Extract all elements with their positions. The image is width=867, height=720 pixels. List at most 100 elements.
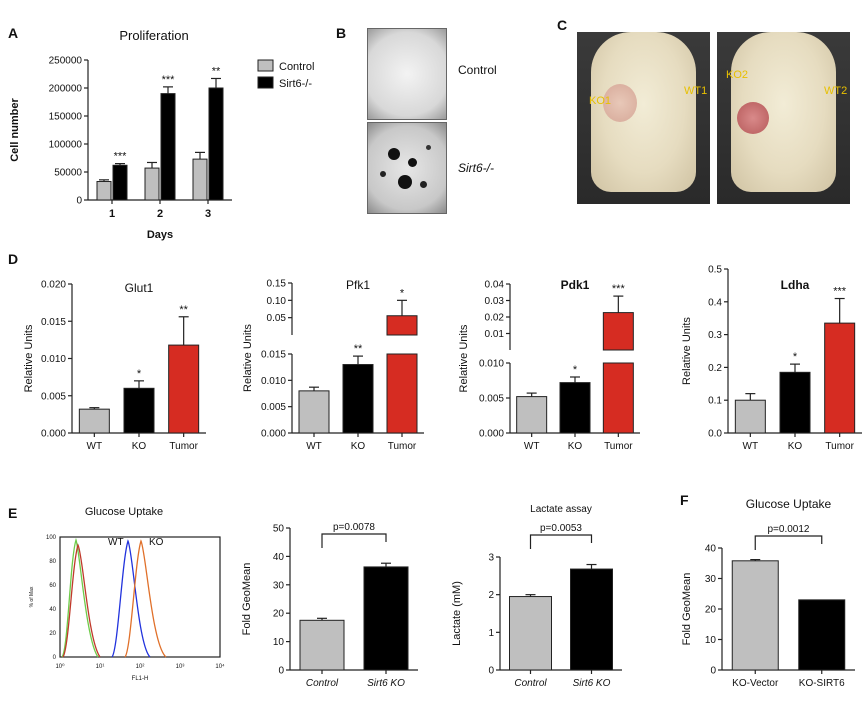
chart-e3: 0 1 2 3 Lactate assay Lactate (mM) Control Sirt…: [451, 504, 622, 689]
chart-title: Pdk1: [561, 278, 590, 292]
chart-title: Ldha: [781, 278, 810, 292]
bar-wt: [734, 399, 766, 434]
y-tick-label: 0: [488, 666, 494, 677]
chart-d1: 0.000 0.005 0.010 0.015 0.020 Glut1 Relative U…: [23, 280, 206, 452]
y-tick-label: 0.04: [485, 280, 505, 291]
y-tick-label: 50000: [54, 168, 82, 179]
flow-curve-orange: [124, 539, 167, 658]
x-tick-label: KO: [132, 441, 147, 452]
chart-f: 0 10 20 30 40 Glucose Uptake Fold GeoMean KO-Ve…: [681, 497, 855, 689]
mouse-label-wt2: WT2: [824, 85, 847, 97]
flow-histogram: Glucose Uptake % of Max FL1-H 0 20 40 60…: [29, 506, 225, 682]
panel-label-a: A: [8, 25, 18, 41]
y-tick-label: 0.01: [485, 329, 505, 340]
significance-mark: ***: [833, 286, 847, 298]
bar-sirt6-day1: [112, 164, 128, 201]
flow-curve-red: [62, 543, 101, 658]
bar-control-day3: [192, 158, 208, 201]
pvalue-bracket: [321, 533, 387, 548]
flow-xtick-1: 10¹: [96, 664, 105, 670]
flow-ytick-40: 40: [49, 607, 56, 613]
x-tick-label: KO: [568, 441, 583, 452]
legend-swatch-sirt6: [257, 76, 274, 89]
flow-title: Glucose Uptake: [85, 506, 163, 518]
y-axis-label: Relative Units: [458, 324, 470, 392]
x-tick-label: 3: [205, 208, 211, 220]
y-tick-label: 0.000: [479, 429, 504, 440]
x-tick-label: 1: [109, 208, 115, 220]
flow-ytick-80: 80: [49, 559, 56, 565]
y-tick-label: 200000: [49, 84, 83, 95]
bar-tumor-lower: [386, 353, 418, 434]
pvalue-label: p=0.0053: [540, 523, 582, 534]
x-tick-label: WT: [87, 441, 103, 452]
x-tick-label: Tumor: [825, 441, 854, 452]
flow-xtick-3: 10³: [176, 664, 185, 670]
x-tick-label: Tumor: [388, 441, 417, 452]
flow-ytick-20: 20: [49, 631, 56, 637]
y-tick-label: 20: [705, 605, 717, 616]
y-axis-label: Relative Units: [23, 324, 35, 392]
y-tick-label: 0: [278, 666, 284, 677]
y-axis-label: Fold GeoMean: [241, 563, 253, 636]
y-axis-label: Relative Units: [681, 317, 693, 385]
pvalue-bracket: [754, 535, 823, 550]
y-tick-label: 0.15: [267, 279, 287, 290]
significance-mark: **: [212, 65, 221, 77]
y-tick-label: 2: [488, 590, 494, 601]
significance-mark: *: [400, 287, 405, 299]
bar-control: [299, 619, 345, 671]
y-tick-label: 20: [273, 609, 285, 620]
significance-mark: *: [793, 351, 798, 363]
x-tick-label: Tumor: [604, 441, 633, 452]
flow-curve-blue: [111, 539, 151, 658]
panel-label-b: B: [336, 25, 346, 41]
bar-control-day1: [96, 181, 112, 201]
chart-d3: 0.000 0.005 0.010 0.01 0.02 0.03 0.04 Pdk1 Relat…: [458, 278, 640, 452]
bar-ko: [779, 371, 811, 434]
y-tick-label: 100000: [49, 140, 83, 151]
y-tick-label: 0.5: [708, 265, 722, 276]
mouse-photo-1: [577, 32, 710, 204]
x-tick-label: Sirt6 KO: [573, 678, 611, 689]
bar-sirt6-day2: [160, 93, 176, 201]
y-tick-label: 40: [273, 552, 285, 563]
bar-ko: [342, 364, 374, 434]
y-tick-label: 0.05: [267, 313, 287, 324]
bar-ko: [123, 387, 155, 434]
y-axis-label: Cell number: [9, 98, 21, 162]
y-tick-label: 250000: [49, 56, 83, 67]
chart-d4: 0.0 0.1 0.2 0.3 0.4 0.5 Ldha Relative Units WT * K…: [681, 265, 862, 452]
y-tick-label: 0.015: [261, 350, 286, 361]
y-axis-label: Fold GeoMean: [681, 573, 693, 646]
y-tick-label: 0.4: [708, 297, 722, 308]
y-tick-label: 0.000: [261, 429, 286, 440]
y-tick-label: 0.3: [708, 330, 722, 341]
y-tick-label: 1: [488, 628, 494, 639]
y-tick-label: 0.010: [41, 354, 66, 365]
y-tick-label: 40: [705, 544, 717, 555]
flow-xlabel: FL1-H: [132, 676, 149, 682]
plate-sirt6-label: Sirt6-/-: [458, 161, 494, 175]
bar-control-day2: [144, 167, 160, 201]
flow-ytick-60: 60: [49, 583, 56, 589]
pvalue-bracket: [529, 534, 593, 549]
chart-title: Glut1: [125, 281, 154, 295]
y-tick-label: 30: [705, 574, 717, 585]
bar-wt: [298, 390, 330, 434]
mouse-label-ko2: KO2: [726, 69, 748, 81]
x-tick-label: Control: [306, 678, 339, 689]
y-tick-label: 0.005: [479, 394, 504, 405]
significance-mark: **: [354, 343, 363, 355]
significance-mark: *: [137, 368, 142, 380]
chart-d2: 0.000 0.005 0.010 0.015 0.05 0.10 0.15 Pfk1 Rela…: [242, 278, 424, 452]
bar-sirt6-day3: [208, 87, 224, 201]
y-axis-label: Relative Units: [242, 324, 254, 392]
flow-xtick-2: 10²: [136, 664, 145, 670]
x-tick-label: 2: [157, 208, 163, 220]
y-tick-label: 0.015: [41, 317, 66, 328]
y-tick-label: 0: [710, 666, 716, 677]
y-tick-label: 0.005: [41, 391, 66, 402]
plate-control-photo: [367, 28, 447, 120]
panel-label-c: C: [557, 17, 567, 33]
